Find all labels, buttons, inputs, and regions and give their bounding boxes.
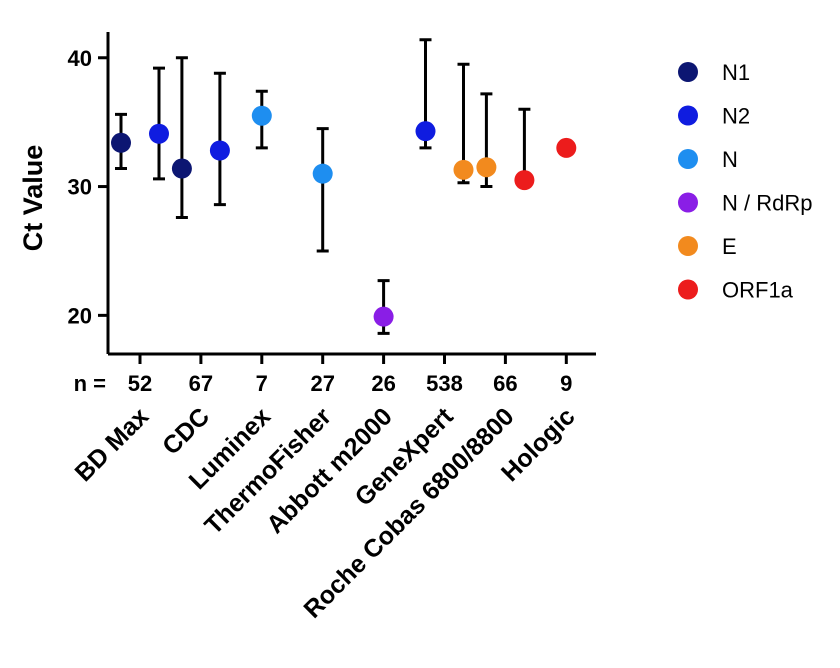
error-bar-cdc-n2 [213,71,226,207]
legend-item-orf1a: ORF1a [678,278,794,303]
error-bar-bd-max-n2 [153,66,165,181]
n-label-luminex: 7 [256,371,268,396]
error-bar-roche-cobas-6800-8800-orf1a [518,107,531,182]
n-label-cdc: 67 [189,371,213,396]
n-labels: 52 67 7 27 26 538 66 9 [128,371,573,396]
point-cdc-n2 [209,140,230,161]
legend-marker-n-rdrp [678,192,698,213]
y-tick-label-40: 40 [68,46,92,71]
n-label-genexpert: 538 [426,371,463,396]
axes [106,32,596,356]
error-bar-thermofisher-n [316,127,329,253]
data-points [111,105,577,327]
x-ticks [138,354,568,364]
legend-label-n2: N2 [722,104,750,129]
category-label-bd-max: BD Max [70,402,155,487]
legend-marker-n2 [678,105,698,126]
n-label-hologic: 9 [560,371,572,396]
error-bar-cdc-n1 [175,56,188,219]
n-label-abbott-m2000: 26 [371,371,395,396]
legend-label-n1: N1 [722,60,750,85]
legend-item-n2: N2 [678,104,750,129]
legend-item-n-rdrp: N / RdRp [678,191,812,216]
legend-marker-n [678,149,698,169]
error-bars [115,38,531,335]
legend-item-n1: N1 [678,60,750,85]
legend-label-n: N [722,147,738,172]
n-label-bd-max: 52 [128,371,152,396]
n-label-thermofisher: 27 [310,371,334,396]
point-genexpert-n2 [415,121,436,142]
point-abbott-m2000-n-rdrp [373,306,394,327]
point-roche-cobas-6800-8800-e [476,157,497,178]
point-bd-max-n1 [111,132,131,153]
point-cdc-n1 [171,158,192,179]
legend-item-e: E [678,234,737,259]
point-genexpert-e [453,159,474,180]
legend-label-e: E [722,234,737,259]
n-prefix-label: n = [74,371,106,396]
y-tick-label-30: 30 [68,175,92,200]
y-tick-label-20: 20 [68,303,92,328]
point-thermofisher-n [312,163,333,184]
legend-label-n-rdrp: N / RdRp [722,191,812,216]
legend-marker-e [678,236,698,256]
point-bd-max-n2 [149,123,169,144]
legend-marker-orf1a [678,279,698,300]
point-roche-cobas-6800-8800-orf1a [514,170,535,191]
legend-marker-n1 [678,62,698,82]
legend-label-orf1a: ORF1a [722,278,794,303]
point-hologic-orf1a [556,137,577,158]
y-ticks: 20 30 40 [68,46,108,328]
legend-item-n: N [678,147,738,172]
legend: N1 N2 N N / RdRp E ORF1a [678,60,812,303]
n-label-roche-cobas-6800-8800: 66 [493,371,517,396]
y-axis-label: Ct Value [18,145,48,252]
point-luminex-n [251,105,272,126]
